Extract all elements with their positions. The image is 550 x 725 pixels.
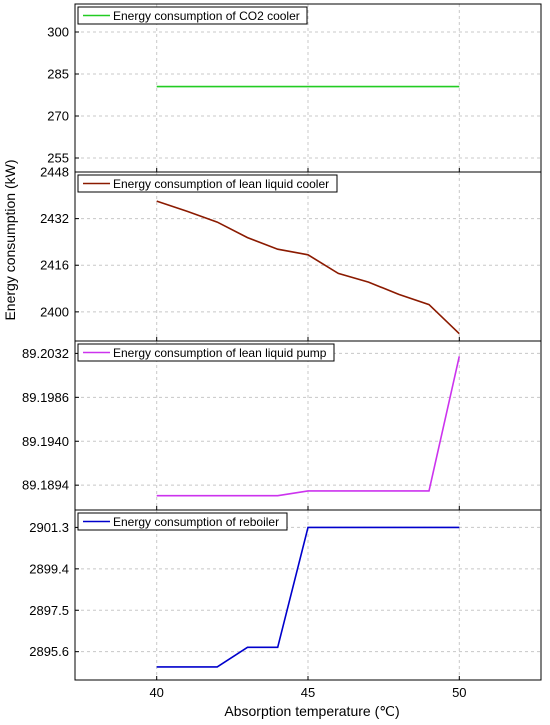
legend-label: Energy consumption of lean liquid cooler: [113, 177, 329, 191]
series-line: [156, 356, 461, 497]
y-tick-label: 89.2032: [22, 346, 69, 361]
series-line: [156, 200, 460, 335]
panel-2: 2400 2416 2432 2448 Energy consumption of le…: [40, 165, 542, 342]
panel-3: 89.1894 89.1940 89.1986 89.2032 Energy consu…: [22, 340, 542, 511]
x-tick-label: 40: [149, 685, 163, 700]
x-axis-ticks: 40 45 50: [149, 685, 466, 700]
panel-4: 2895.6 2897.5 2899.4 2901.3 Energy consumpti…: [29, 509, 542, 681]
legend: Energy consumption of CO2 cooler: [77, 6, 308, 25]
y-tick-label: 2901.3: [29, 520, 69, 535]
legend-box: [77, 174, 338, 193]
x-tick-label: 45: [301, 685, 315, 700]
legend: Energy consumption of lean liquid pump: [77, 343, 335, 362]
y-tick-label: 2897.5: [29, 603, 69, 618]
y-tick-label: 300: [47, 25, 69, 40]
y-tick-label: 89.1986: [22, 390, 69, 405]
legend-box: [77, 512, 288, 531]
legend-label: Energy consumption of reboiler: [113, 515, 279, 529]
y-tick-label: 2432: [40, 211, 69, 226]
y-tick-label: 2895.6: [29, 644, 69, 659]
y-tick-label: 255: [47, 151, 69, 166]
y-tick-label: 89.1894: [22, 478, 69, 493]
legend: Energy consumption of reboiler: [77, 512, 288, 531]
y-tick-label: 2899.4: [29, 561, 69, 576]
y-axis-title: Energy consumption (kW): [2, 159, 18, 320]
panel-1: 255 270 285 300 Energy consumption of CO2 co…: [47, 3, 542, 173]
x-tick-label: 50: [452, 685, 466, 700]
panels: 255 270 285 300 Energy consumption of CO2 co…: [22, 3, 542, 681]
legend-label: Energy consumption of CO2 cooler: [113, 9, 300, 23]
legend-box: [77, 343, 335, 362]
y-tick-label: 2400: [40, 304, 69, 319]
legend-box: [77, 6, 308, 25]
series-line: [156, 526, 460, 668]
panel-frame: [74, 509, 542, 681]
y-tick-label: 270: [47, 109, 69, 124]
y-tick-label: 2448: [40, 165, 69, 180]
legend: Energy consumption of lean liquid cooler: [77, 174, 338, 193]
y-tick-label: 89.1940: [22, 434, 69, 449]
y-tick-label: 2416: [40, 258, 69, 273]
y-tick-label: 285: [47, 67, 69, 82]
x-axis-title: Absorption temperature (℃): [224, 703, 399, 719]
legend-label: Energy consumption of lean liquid pump: [113, 346, 327, 360]
